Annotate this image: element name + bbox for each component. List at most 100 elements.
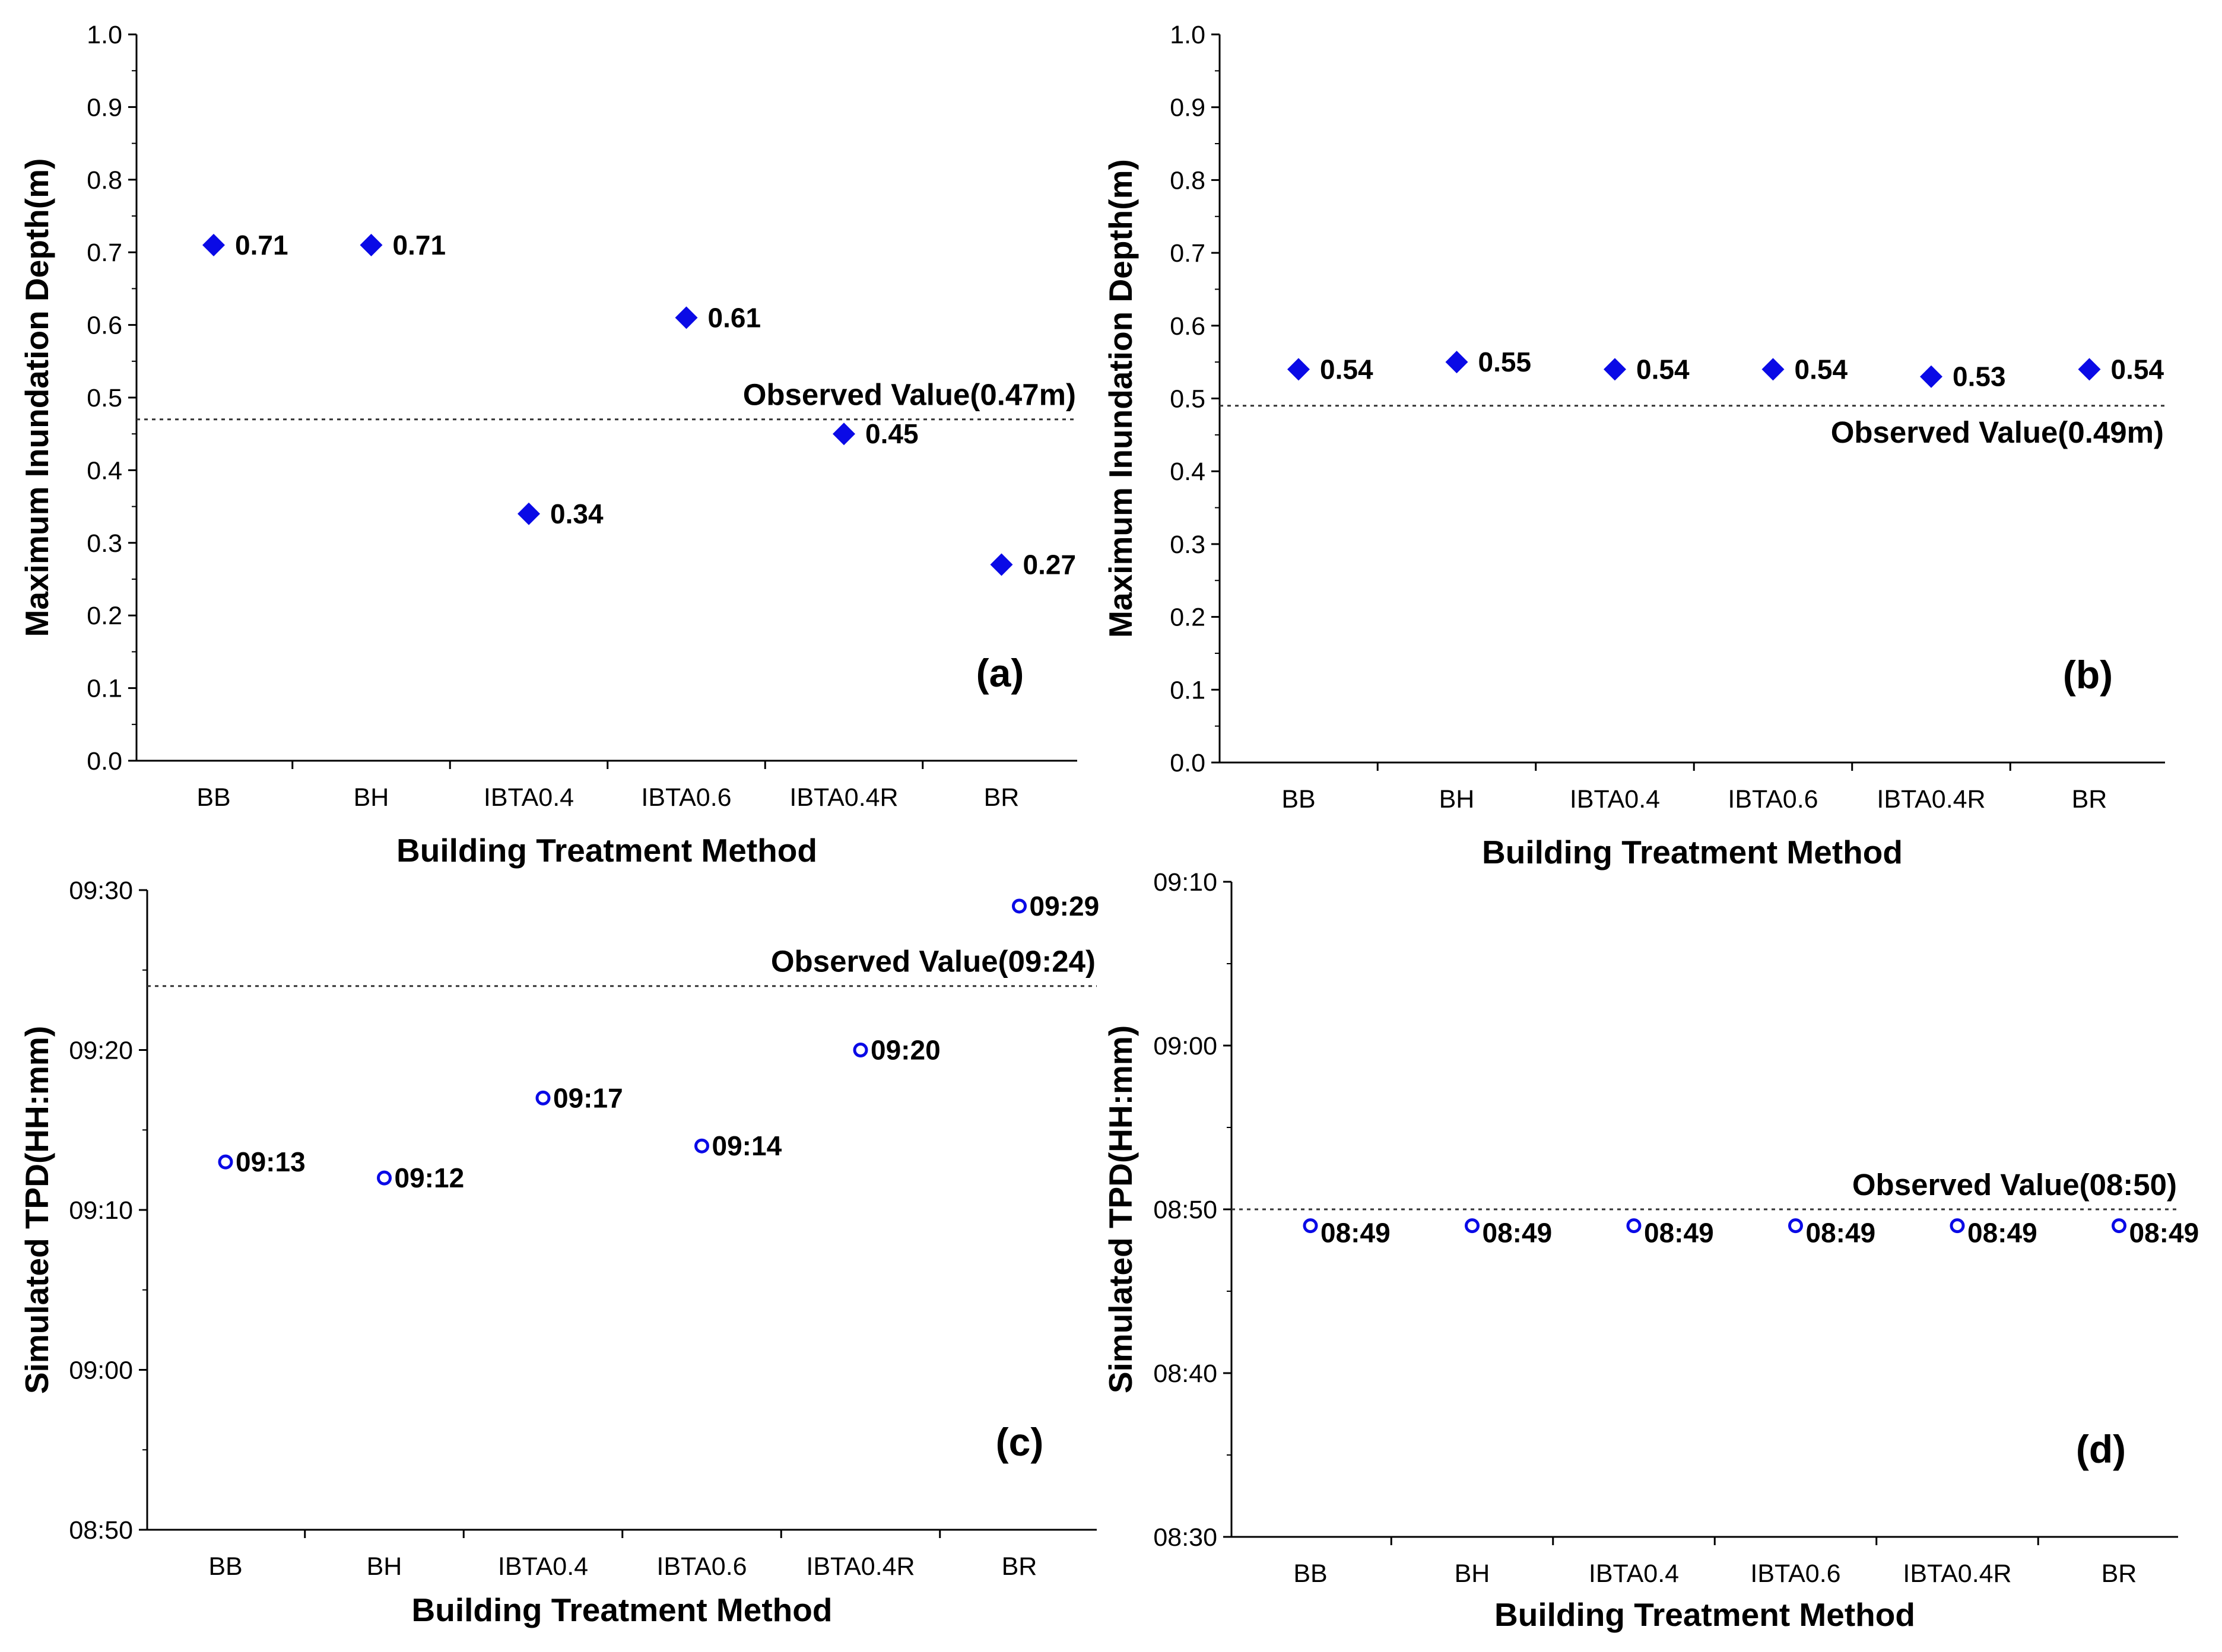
panel-label: (c) [996, 1420, 1044, 1464]
data-point-marker [202, 233, 225, 256]
data-point-marker [1626, 1218, 1642, 1234]
data-point-marker [833, 422, 855, 446]
x-axis-title: Building Treatment Method [1482, 834, 1903, 871]
y-tick-label: 0.9 [87, 93, 122, 122]
data-value-label: 0.54 [1320, 354, 1373, 385]
data-point-marker [853, 1043, 868, 1057]
data-point-marker [675, 306, 698, 329]
y-tick-label: 1.0 [1170, 21, 1205, 49]
data-value-label: 08:49 [1967, 1218, 2037, 1248]
x-tick-label: IBTA0.6 [656, 1552, 747, 1581]
panel-label: (b) [2063, 653, 2113, 697]
x-tick-label: BH [1439, 785, 1475, 814]
data-value-label: 0.54 [2111, 354, 2164, 385]
x-tick-label: BR [2072, 785, 2107, 814]
y-tick-label: 0.5 [1170, 385, 1205, 414]
y-tick-label: 0.7 [87, 239, 122, 267]
y-tick-label: 0.7 [1170, 239, 1205, 268]
observed-value-label: Observed Value(0.47m) [743, 378, 1076, 412]
data-point-marker [218, 1154, 233, 1170]
data-point-marker [694, 1138, 709, 1154]
x-tick-label: IBTA0.6 [1728, 785, 1818, 814]
data-value-label: 08:49 [1644, 1218, 1714, 1248]
data-point-marker [518, 502, 540, 525]
panel-label: (a) [976, 651, 1024, 695]
y-tick-label: 09:20 [69, 1037, 133, 1065]
data-point-marker [1788, 1218, 1803, 1234]
y-tick-label: 0.1 [87, 675, 122, 703]
data-point-marker [377, 1170, 392, 1186]
data-point-marker [535, 1090, 551, 1105]
data-value-label: 09:17 [553, 1082, 623, 1113]
data-point-marker [1950, 1218, 1965, 1234]
observed-value-label: Observed Value(0.49m) [1831, 415, 2164, 449]
y-tick-label: 0.8 [87, 166, 122, 195]
chart-panel-d: 08:30 08:40 08:50 09:00 09:10 BB BH IBTA0.4 IBTA… [1102, 868, 2199, 1633]
x-axis-title: Building Treatment Method [396, 832, 817, 869]
x-tick-label: IBTA0.4R [806, 1552, 915, 1581]
data-point-marker [2078, 358, 2101, 381]
data-point-marker [2112, 1218, 2126, 1234]
x-tick-label: IBTA0.6 [1750, 1559, 1840, 1588]
data-value-label: 0.54 [1795, 354, 1848, 385]
x-tick-label: IBTA0.4R [789, 783, 898, 812]
y-tick-label: 09:30 [69, 876, 133, 905]
x-tick-label: IBTA0.4 [1570, 785, 1660, 814]
y-tick-label: 1.0 [87, 21, 122, 49]
y-tick-label: 0.0 [1170, 749, 1205, 777]
y-tick-label: 0.3 [1170, 530, 1205, 559]
y-tick-label: 09:10 [1153, 868, 1217, 897]
x-tick-label: BH [367, 1552, 402, 1581]
y-tick-label: 09:00 [69, 1356, 133, 1385]
y-tick-label: 0.4 [1170, 458, 1205, 486]
chart-panel-c: 08:50 09:00 09:10 09:20 09:30 BB BH IBTA0.4 IBTA… [18, 876, 1099, 1628]
data-point-marker [1303, 1218, 1318, 1234]
y-tick-label: 0.3 [87, 529, 122, 558]
y-axis-title: Maximum Inundation Depth(m) [1102, 159, 1139, 638]
y-tick-label: 0.4 [87, 456, 122, 485]
data-value-label: 0.55 [1478, 347, 1532, 377]
y-axis-title: Maximum Inundation Depth(m) [18, 158, 55, 637]
data-value-label: 0.53 [1953, 361, 2006, 392]
data-value-label: 08:49 [2129, 1218, 2199, 1248]
x-axis-title: Building Treatment Method [1494, 1596, 1915, 1633]
y-axis-title: Simulated TPD(HH:mm) [18, 1026, 55, 1394]
data-point-marker [1465, 1218, 1480, 1234]
y-tick-label: 0.6 [1170, 312, 1205, 341]
data-value-label: 08:49 [1320, 1218, 1391, 1248]
y-tick-label: 0.8 [1170, 166, 1205, 195]
data-value-label: 08:49 [1806, 1218, 1876, 1248]
x-tick-label: IBTA0.6 [641, 783, 731, 812]
y-tick-label: 08:30 [1153, 1523, 1217, 1552]
chart-panel-a: 0.0 0.1 0.2 0.3 0.4 0.5 0.6 0.7 0.8 0.9 1.0 BB BH IBT… [18, 21, 1077, 869]
data-value-label: 0.61 [708, 302, 761, 333]
x-tick-label: BH [1455, 1559, 1490, 1588]
x-tick-label: BB [1281, 785, 1315, 814]
data-point-marker [360, 233, 383, 256]
data-point-marker [1604, 358, 1626, 381]
y-tick-label: 08:50 [1153, 1196, 1217, 1224]
panel-label: (d) [2076, 1427, 2126, 1471]
x-tick-label: IBTA0.4 [1589, 1559, 1679, 1588]
x-tick-label: BB [196, 783, 230, 812]
data-point-marker [1012, 898, 1027, 914]
data-value-label: 0.27 [1023, 549, 1077, 580]
data-value-label: 09:20 [871, 1035, 941, 1066]
observed-value-label: Observed Value(08:50) [1852, 1168, 2177, 1202]
data-point-marker [1287, 358, 1310, 381]
y-axis-title: Simulated TPD(HH:mm) [1102, 1025, 1139, 1393]
x-tick-label: BB [1293, 1559, 1327, 1588]
x-axis-title: Building Treatment Method [412, 1591, 833, 1628]
data-value-label: 0.71 [393, 230, 446, 260]
data-value-label: 09:13 [236, 1146, 306, 1177]
x-tick-label: BR [2102, 1559, 2137, 1588]
y-tick-label: 09:10 [69, 1196, 133, 1225]
x-tick-label: IBTA0.4R [1877, 785, 1985, 814]
y-tick-label: 0.2 [1170, 603, 1205, 632]
y-tick-label: 0.1 [1170, 676, 1205, 704]
x-tick-label: IBTA0.4R [1903, 1559, 2011, 1588]
y-tick-label: 0.2 [87, 602, 122, 630]
x-tick-label: BH [354, 783, 389, 812]
x-tick-label: IBTA0.4 [484, 783, 574, 812]
